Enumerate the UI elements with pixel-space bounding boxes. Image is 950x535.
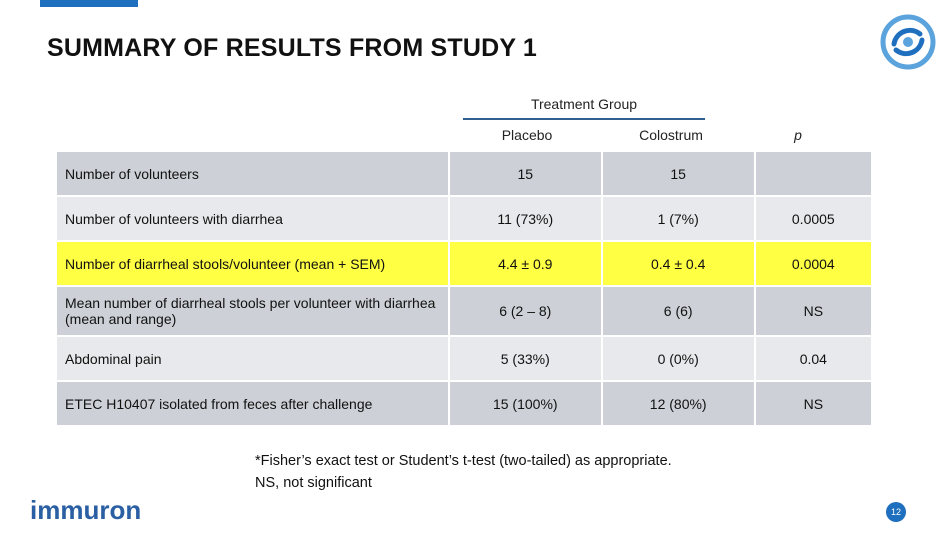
slide-title: SUMMARY OF RESULTS FROM STUDY 1 [47, 34, 538, 62]
row-label: Mean number of diarrheal stools per volu… [57, 287, 450, 337]
table-row: Number of volunteers 15 15 [57, 152, 871, 197]
placebo-value: 6 (2 – 8) [449, 287, 603, 337]
top-accent-bar [40, 0, 138, 7]
footnote-test-method: *Fisher’s exact test or Student’s t-test… [255, 453, 672, 469]
colostrum-value: 6 (6) [602, 287, 756, 337]
row-label: Number of diarrheal stools/volunteer (me… [57, 242, 450, 287]
placebo-value: 15 [449, 152, 603, 197]
table-row: Number of volunteers with diarrhea 11 (7… [57, 197, 871, 242]
row-label: Number of volunteers [57, 152, 450, 197]
placebo-value: 11 (73%) [449, 197, 603, 242]
row-label: ETEC H10407 isolated from feces after ch… [57, 382, 450, 427]
table-row: Mean number of diarrheal stools per volu… [57, 287, 871, 337]
p-value: 0.04 [755, 337, 871, 382]
colostrum-value: 0 (0%) [602, 337, 756, 382]
column-header-p: p [794, 127, 802, 143]
immuron-logo: immuron [30, 495, 141, 525]
table-row: Abdominal pain 5 (33%) 0 (0%) 0.04 [57, 337, 871, 382]
p-value: 0.0005 [755, 197, 871, 242]
colostrum-value: 0.4 ± 0.4 [602, 242, 756, 287]
placebo-value: 5 (33%) [449, 337, 603, 382]
footnote-ns-definition: NS, not significant [255, 475, 372, 491]
placebo-value: 15 (100%) [449, 382, 603, 427]
colostrum-value: 12 (80%) [602, 382, 756, 427]
placebo-value: 4.4 ± 0.9 [449, 242, 603, 287]
brand-wordmark: immuron [30, 495, 141, 525]
p-value: NS [755, 287, 871, 337]
colostrum-value: 15 [602, 152, 756, 197]
footnote: *Fisher’s exact test or Student’s t-test… [255, 450, 672, 494]
p-value [755, 152, 871, 197]
p-value: NS [755, 382, 871, 427]
p-value: 0.0004 [755, 242, 871, 287]
column-header-placebo: Placebo [501, 127, 553, 143]
table-row: ETEC H10407 isolated from feces after ch… [57, 382, 871, 427]
row-label: Number of volunteers with diarrhea [57, 197, 450, 242]
table-row-highlighted: Number of diarrheal stools/volunteer (me… [57, 242, 871, 287]
page-number-badge: 12 [886, 502, 906, 522]
brand-swirl-icon [880, 14, 936, 70]
results-table: Number of volunteers 15 15 Number of vol… [57, 152, 871, 427]
treatment-group-header: Treatment Group [463, 96, 705, 120]
column-header-colostrum: Colostrum [639, 127, 703, 143]
colostrum-value: 1 (7%) [602, 197, 756, 242]
row-label: Abdominal pain [57, 337, 450, 382]
